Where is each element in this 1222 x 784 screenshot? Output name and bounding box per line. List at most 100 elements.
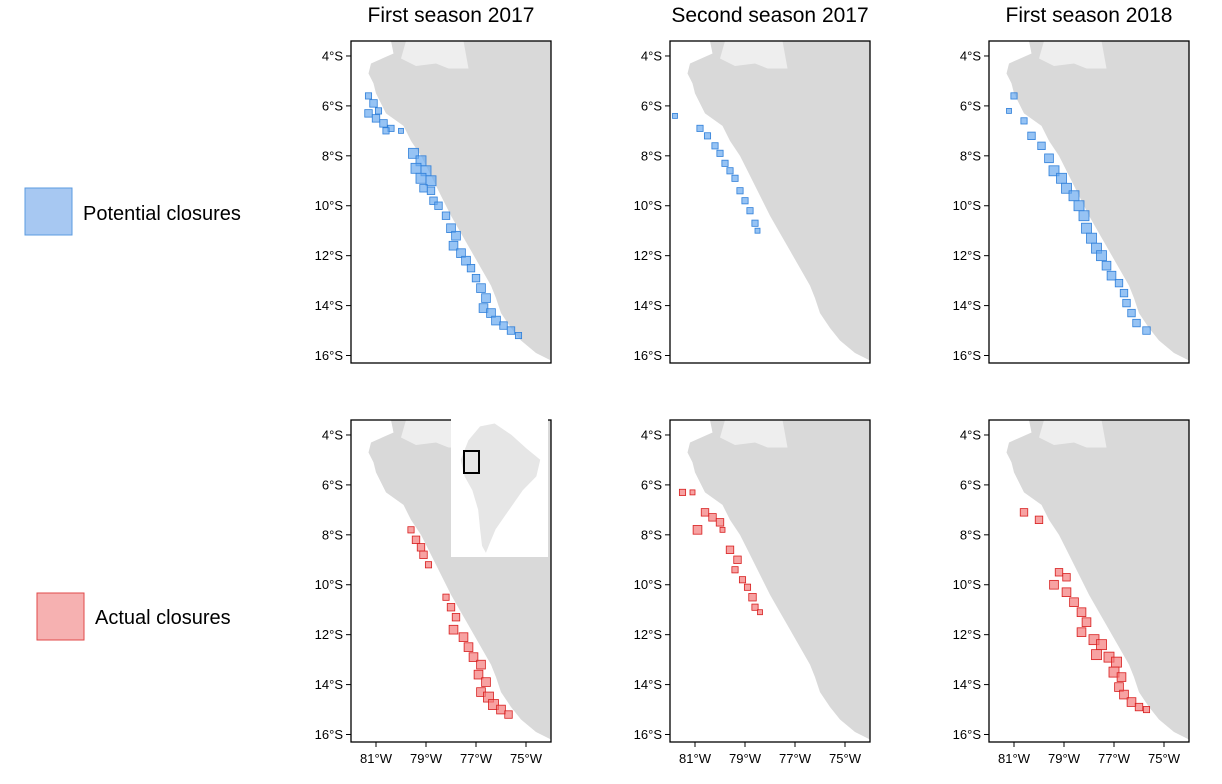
potential-closure [478, 303, 489, 313]
lat-tick-label: 8°S [960, 148, 981, 163]
potential-closure [481, 293, 491, 303]
lon-tick-label: 79°W [410, 751, 443, 766]
potential-closure [486, 308, 496, 318]
lat-tick-label: 16°S [953, 727, 982, 742]
actual-closure [738, 576, 747, 584]
actual-closure [488, 699, 499, 710]
lat-tick-label: 14°S [634, 677, 663, 692]
lon-tick-label: 79°W [1048, 751, 1081, 766]
panel-frame [988, 419, 1190, 743]
actual-closure [1076, 627, 1087, 637]
land-ecuador [720, 41, 788, 69]
potential-closure [1027, 131, 1036, 140]
potential-closure [382, 127, 390, 135]
actual-closure [1076, 607, 1087, 617]
actual-closure [1034, 515, 1044, 524]
potential-closure [364, 109, 373, 118]
potential-closure [1048, 165, 1060, 177]
lat-tick-label: 14°S [634, 298, 663, 313]
potential-closure [1044, 153, 1054, 164]
map-area [670, 41, 870, 363]
potential-closure [1056, 172, 1067, 184]
potential-closure [754, 227, 761, 234]
actual-closure [451, 613, 461, 622]
legend: Potential closures Actual closures [24, 187, 241, 641]
lat-tick-label: 4°S [322, 48, 343, 63]
lat-tick-label: 16°S [634, 727, 663, 742]
lat-tick-label: 16°S [315, 348, 344, 363]
actual-closure [473, 669, 484, 680]
actual-closure [416, 543, 426, 552]
actual-closure [1134, 702, 1144, 712]
lat-tick-label: 4°S [641, 427, 662, 442]
actual-closure [1096, 639, 1107, 651]
map-panel-0-0: 4°S 6°S 8°S 10°S 12°S 14°S 16°S [315, 40, 552, 364]
actual-closure [1114, 682, 1124, 692]
lat-tick-label: 6°S [960, 98, 981, 113]
actual-closure [748, 593, 757, 602]
lat-tick-label: 10°S [634, 577, 663, 592]
potential-closure [1073, 200, 1085, 212]
actual-closure [446, 603, 456, 612]
actual-closure [700, 508, 710, 517]
lat-tick-label: 6°S [641, 477, 662, 492]
potential-closure [374, 107, 383, 115]
potential-closure [466, 264, 476, 273]
map-panel-1-1: 4°S 6°S 8°S 10°S 12°S 14°S 16°S 81°W 79°W 77°W 75°… [634, 419, 871, 766]
potential-closure [364, 92, 373, 100]
land-peru [1006, 420, 1189, 740]
potential-closure [1122, 298, 1131, 308]
actual-closure [751, 603, 759, 611]
potential-closure [1132, 318, 1141, 328]
panel-frame [350, 40, 552, 364]
land-ecuador [720, 420, 788, 448]
lon-tick-label: 81°W [679, 751, 712, 766]
potential-closure [1078, 210, 1090, 222]
lat-tick-label: 10°S [315, 198, 344, 213]
actual-closure [1119, 689, 1129, 700]
column-titles: First season 2017 Second season 2017 Fir… [368, 4, 1173, 27]
actual-closure [1049, 579, 1059, 590]
potential-closure [398, 127, 404, 134]
potential-closure [456, 248, 466, 258]
actual-closure [1142, 706, 1151, 714]
actual-closure [1019, 508, 1029, 517]
actual-closure [715, 518, 725, 527]
panel-frame [669, 40, 871, 364]
potential-closure [506, 326, 516, 335]
actual-closure [504, 710, 513, 719]
potential-closure [426, 186, 436, 195]
legend-swatch-potential [24, 187, 73, 236]
panel-frame [988, 40, 1190, 364]
lat-tick-label: 6°S [641, 98, 662, 113]
actual-closure [411, 535, 421, 544]
potential-closure [379, 119, 388, 128]
actual-closure [496, 704, 506, 715]
lat-tick-label: 10°S [634, 198, 663, 213]
actual-closure [1091, 649, 1102, 661]
land-peru [368, 41, 551, 361]
potential-closure [1096, 250, 1107, 262]
actual-closure [689, 489, 696, 496]
lat-tick-label: 8°S [641, 148, 662, 163]
lat-tick-label: 6°S [322, 98, 343, 113]
land-ecuador [1039, 41, 1107, 69]
actual-closure [419, 550, 428, 559]
south-america-landmass [460, 423, 541, 553]
potential-closure [419, 184, 428, 193]
lon-tick-label: 81°W [360, 751, 393, 766]
actual-closure [743, 583, 752, 591]
lat-tick-label: 16°S [634, 348, 663, 363]
land-ecuador [1039, 420, 1107, 448]
study-area-box [463, 450, 480, 474]
actual-closure [1116, 672, 1127, 682]
actual-closure [1054, 568, 1064, 577]
legend-swatch-actual [36, 592, 85, 641]
map-panel-0-1: 4°S 6°S 8°S 10°S 12°S 14°S 16°S [634, 40, 871, 364]
potential-closure [461, 255, 471, 266]
actual-closure [692, 525, 703, 535]
potential-closure [746, 207, 754, 215]
potential-closure [703, 132, 712, 140]
map-area [670, 420, 870, 742]
